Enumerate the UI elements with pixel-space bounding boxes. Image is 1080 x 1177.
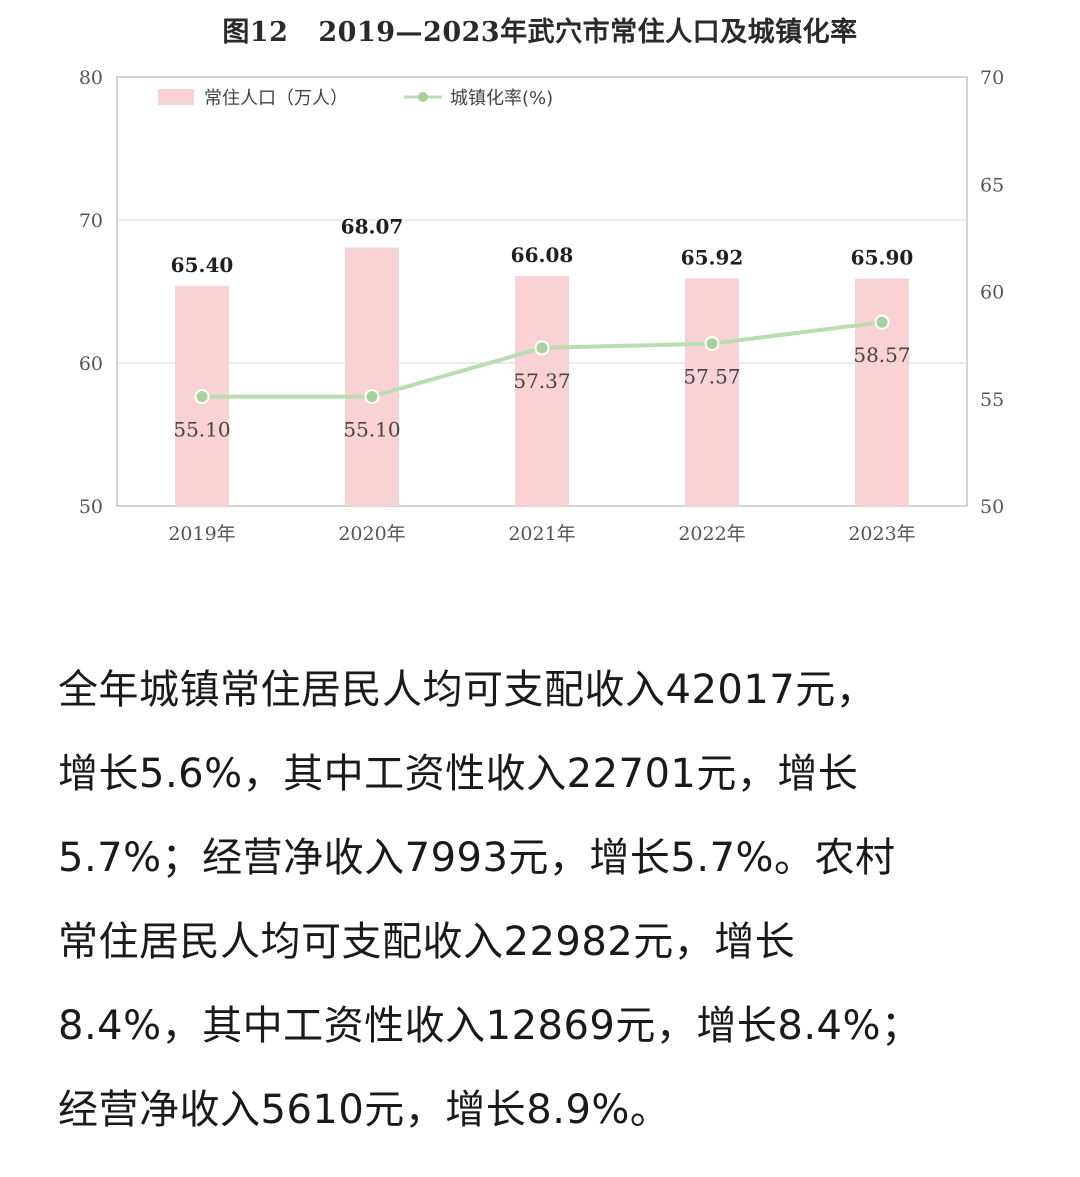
body-line: 经营净收入5610元，增长8.9%。 [58, 1087, 671, 1133]
y-right-tick-label: 50 [980, 496, 1004, 518]
body-line: 8.4%，其中工资性收入12869元，增长8.4%； [58, 1003, 922, 1049]
x-tick-label: 2023年 [848, 523, 915, 545]
bar [345, 247, 399, 506]
line-value-label: 57.57 [683, 365, 740, 389]
bar [515, 276, 569, 506]
line-value-label: 55.10 [173, 418, 230, 442]
bar [685, 278, 739, 506]
figure-title: 2019—2023年武穴市常住人口及城镇化率 [318, 17, 858, 48]
line-point [534, 340, 550, 356]
y-right-tick-label: 55 [980, 389, 1004, 411]
bar-value-label: 65.90 [851, 246, 914, 270]
line-value-label: 58.57 [853, 343, 910, 367]
line-value-label: 55.10 [343, 418, 400, 442]
x-tick-label: 2022年 [678, 523, 745, 545]
line-point [704, 336, 720, 352]
line-value-label: 57.37 [513, 369, 570, 393]
chart-figure: 图12 2019—2023年武穴市常住人口及城镇化率 50 60 70 80 50 55 60… [0, 0, 1080, 570]
legend-marker-urbanization [418, 92, 428, 102]
y-left-tick-label: 50 [79, 496, 103, 518]
body-line: 5.7%；经营净收入7993元，增长5.7%。农村 [58, 835, 896, 881]
figure-number: 图12 [222, 17, 289, 48]
combo-chart: 50 60 70 80 50 55 60 65 70 65.40 68.07 66.08 65.92 65… [79, 67, 1004, 545]
y-right-tick-label: 70 [980, 67, 1004, 89]
y-left-tick-label: 70 [79, 210, 103, 232]
legend-label-urbanization: 城镇化率(%) [450, 88, 553, 109]
x-tick-label: 2020年 [338, 523, 405, 545]
y-left-tick-label: 80 [79, 67, 103, 89]
line-point [874, 314, 890, 330]
line-point [364, 389, 380, 405]
legend-swatch-population [158, 89, 194, 105]
bar [855, 278, 909, 506]
body-line: 全年城镇常住居民人均可支配收入42017元， [58, 667, 877, 713]
body-paragraph: 全年城镇常住居民人均可支配收入42017元， 增长5.6%，其中工资性收入227… [58, 648, 1028, 1152]
y-left-tick-label: 60 [79, 353, 103, 375]
bar-value-label: 65.40 [171, 253, 234, 277]
bar-value-label: 68.07 [341, 215, 404, 239]
chart-title: 图12 2019—2023年武穴市常住人口及城镇化率 [0, 10, 1080, 49]
body-line: 增长5.6%，其中工资性收入22701元，增长 [58, 751, 859, 797]
legend-label-population: 常住人口（万人） [204, 88, 348, 109]
x-tick-label: 2021年 [508, 523, 575, 545]
bar-value-label: 66.08 [511, 243, 574, 267]
line-point [194, 389, 210, 405]
y-right-tick-label: 65 [980, 174, 1004, 196]
x-tick-label: 2019年 [168, 523, 235, 545]
y-right-tick-label: 60 [980, 282, 1004, 304]
body-line: 常住居民人均可支配收入22982元，增长 [58, 919, 796, 965]
bar-value-label: 65.92 [681, 245, 744, 269]
